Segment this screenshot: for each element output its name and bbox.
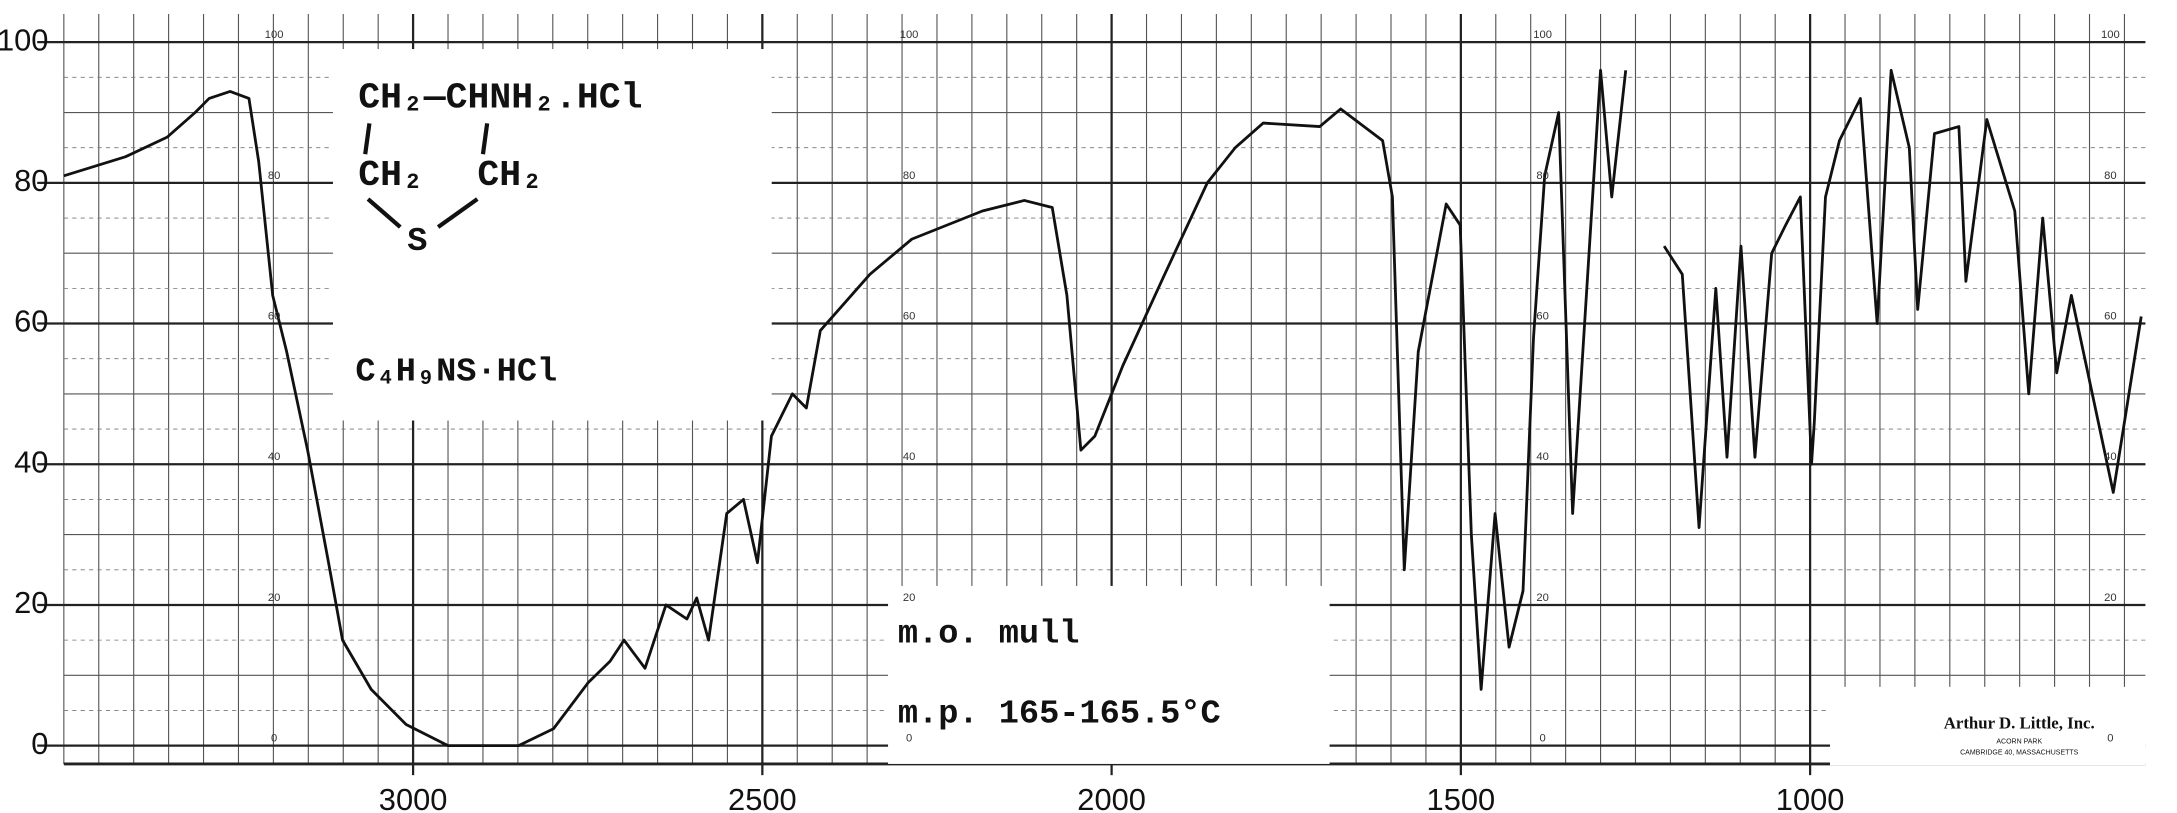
x-tick-label: 1500 bbox=[1427, 782, 1496, 813]
y-tick-label: 80 bbox=[14, 163, 48, 198]
structure: CH₂—CHNH₂.HCl CH₂ CH₂ S C₄H₉NS·HCl bbox=[355, 78, 642, 392]
y-tick-label: 60 bbox=[14, 304, 48, 339]
y-tick-label: 0 bbox=[31, 726, 48, 761]
molecular-formula: C₄H₉NS·HCl bbox=[355, 353, 557, 391]
formula-text: S bbox=[407, 223, 427, 261]
paper-scale-label: 100 bbox=[900, 29, 919, 41]
formula-text: CH₂ bbox=[477, 155, 543, 196]
paper-scale-label: 0 bbox=[1540, 733, 1546, 745]
formula-text: CH₂—CHNH₂.HCl bbox=[358, 78, 642, 119]
paper-scale-label: 80 bbox=[268, 170, 280, 182]
company-address: CAMBRIDGE 40, MASSACHUSETTS bbox=[1960, 750, 2079, 757]
paper-scale-label: 40 bbox=[268, 451, 280, 463]
paper-scale-label: 40 bbox=[903, 451, 915, 463]
y-tick-label: 100 bbox=[0, 22, 48, 57]
paper-scale-label: 60 bbox=[268, 311, 280, 323]
x-tick-label: 2000 bbox=[1077, 782, 1146, 813]
x-tick-label: 1000 bbox=[1776, 782, 1845, 813]
paper-scale-label: 60 bbox=[2104, 311, 2116, 323]
company-site: ACORN PARK bbox=[1996, 738, 2042, 745]
paper-scale-label: 0 bbox=[2107, 733, 2113, 745]
paper-scale-label: 20 bbox=[2104, 592, 2116, 604]
sample-note: m.o. mull bbox=[898, 615, 1080, 653]
bond bbox=[436, 197, 479, 229]
logo-box bbox=[1830, 686, 2146, 766]
company-name: Arthur D. Little, Inc. bbox=[1944, 714, 2095, 733]
paper-scale-label: 80 bbox=[2104, 170, 2116, 182]
plot bbox=[63, 68, 2143, 748]
paper-scale-label: 100 bbox=[2101, 29, 2120, 41]
x-tick-label: 3000 bbox=[379, 782, 448, 813]
paper-scale-label: 60 bbox=[903, 311, 915, 323]
bond bbox=[366, 197, 402, 229]
paper-scale-label: 60 bbox=[1536, 311, 1548, 323]
y-tick-label: 40 bbox=[14, 444, 48, 479]
formula-text: CH₂ bbox=[358, 155, 424, 196]
paper-scale-label: 80 bbox=[903, 170, 915, 182]
melting-point: m.p. 165-165.5°C bbox=[898, 695, 1221, 733]
note-box bbox=[888, 585, 1330, 764]
paper-scale-label: 20 bbox=[268, 592, 280, 604]
paper-scale-label: 0 bbox=[906, 733, 912, 745]
spectrum-line bbox=[63, 68, 2143, 748]
paper-scale-label: 20 bbox=[903, 592, 915, 604]
x-tick-label: 2500 bbox=[728, 782, 797, 813]
paper-scale-label: 80 bbox=[1536, 170, 1548, 182]
paper-scale-label: 20 bbox=[1536, 592, 1548, 604]
bond bbox=[363, 123, 372, 155]
paper-scale-label: 40 bbox=[1536, 451, 1548, 463]
paper-scale-label: 0 bbox=[271, 733, 277, 745]
bond bbox=[480, 123, 490, 155]
paper-scale-label: 100 bbox=[1533, 29, 1552, 41]
paper-scale-label: 40 bbox=[2104, 451, 2116, 463]
structure-box bbox=[332, 49, 772, 421]
paper-scale-label: 100 bbox=[265, 29, 284, 41]
y-tick-label: 20 bbox=[14, 585, 48, 620]
